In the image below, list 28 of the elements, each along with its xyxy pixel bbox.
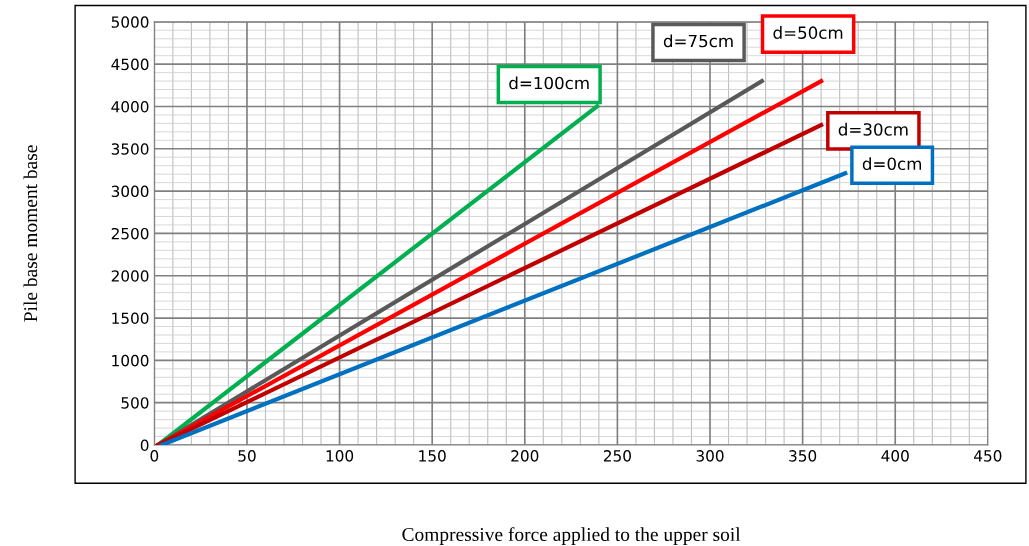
x-tick-label: 150 <box>419 450 446 462</box>
x-tick-label: 300 <box>696 450 724 462</box>
y-tick-label: 2000 <box>111 270 149 282</box>
y-tick-label: 4000 <box>111 100 149 113</box>
x-tick-label: 200 <box>511 450 539 462</box>
y-tick-label: 3500 <box>111 143 149 155</box>
x-tick-label: 450 <box>974 450 1002 462</box>
x-tick-label: 400 <box>881 450 909 462</box>
y-tick-label: 5000 <box>111 16 149 28</box>
text: d=50cm <box>773 26 843 39</box>
x-axis-title: Compressive force applied to the upper soil <box>402 527 741 545</box>
x-tick-label: 100 <box>326 450 354 462</box>
x-tick-label: 250 <box>603 450 631 462</box>
y-tick-label: 4500 <box>111 58 149 71</box>
x-tick-label: 0 <box>150 450 159 462</box>
series-label: d=30cm <box>838 122 908 136</box>
y-tick-label: 500 <box>121 397 149 409</box>
x-tick-label: 350 <box>789 450 817 462</box>
y-tick-label: 3000 <box>111 185 149 198</box>
y-tick-label: 0 <box>140 439 149 452</box>
text: d=75cm <box>663 34 733 48</box>
y-tick-label: 2500 <box>111 227 149 240</box>
series-label: d=0cm <box>862 157 922 171</box>
x-tick-label: 50 <box>238 450 256 462</box>
y-axis-title: Pile base moment base <box>23 145 38 322</box>
y-tick-label: 1500 <box>112 312 149 325</box>
series-label: d=100cm <box>509 76 589 90</box>
y-tick-label: 1000 <box>112 354 149 367</box>
